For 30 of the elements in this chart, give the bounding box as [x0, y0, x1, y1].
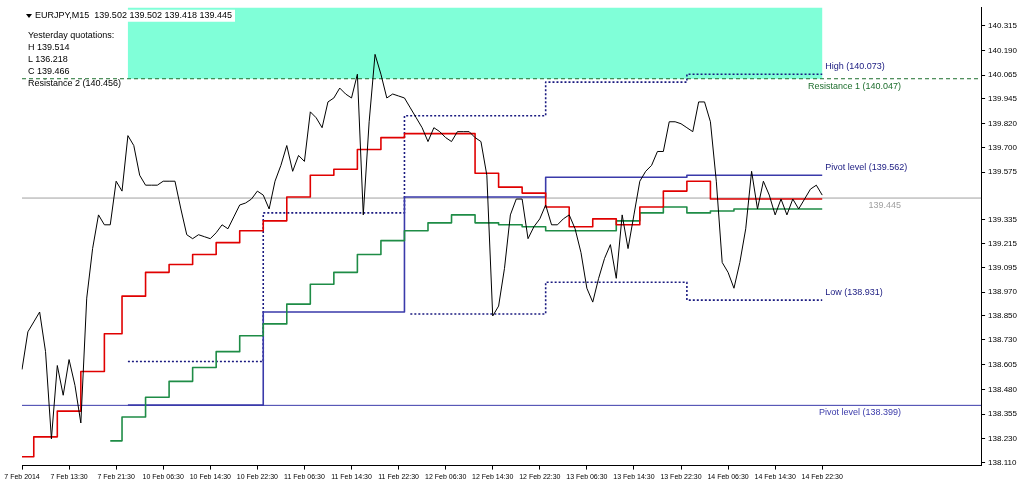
y-tick-label: 139.215 — [988, 238, 1018, 248]
y-tick-label: 138.605 — [988, 359, 1018, 369]
y-tick-label: 138.230 — [988, 434, 1018, 444]
chart-title: EURJPY,M15 139.502 139.502 139.418 139.445 — [35, 9, 232, 20]
annotation: L 136.218 — [28, 53, 68, 64]
annotation: Yesterday quotations: — [28, 29, 115, 40]
y-tick-label: 139.575 — [988, 167, 1018, 177]
annotation: Pivot level (139.562) — [825, 161, 908, 172]
y-tick-label: 139.945 — [988, 94, 1018, 104]
annotation: Low (138.931) — [825, 286, 883, 297]
ref-line-label: 139.445 — [868, 200, 902, 211]
y-tick-label: 138.730 — [988, 334, 1018, 344]
y-tick-label: 138.110 — [988, 457, 1017, 467]
y-tick-label: 140.065 — [988, 70, 1018, 80]
annotation: Resistance 2 (140.456) — [28, 77, 122, 88]
annotation: C 139.466 — [28, 65, 70, 76]
y-tick-label: 138.355 — [988, 409, 1018, 419]
y-tick-label: 139.095 — [988, 262, 1018, 272]
y-tick-label: 140.190 — [988, 45, 1018, 55]
y-tick-label: 139.700 — [988, 142, 1018, 152]
y-tick-label: 139.820 — [988, 118, 1018, 128]
y-tick-label: 139.335 — [988, 215, 1018, 225]
annotation: High (140.073) — [825, 60, 885, 71]
ref-line-label: Pivot level (138.399) — [819, 407, 902, 418]
y-tick-label: 138.480 — [988, 384, 1018, 394]
y-tick-label: 140.315 — [988, 20, 1018, 30]
y-tick-label: 138.970 — [988, 287, 1018, 297]
annotation: H 139.514 — [28, 41, 70, 52]
y-tick-label: 138.850 — [988, 311, 1018, 321]
ref-line-label: Resistance 1 (140.047) — [808, 80, 902, 91]
